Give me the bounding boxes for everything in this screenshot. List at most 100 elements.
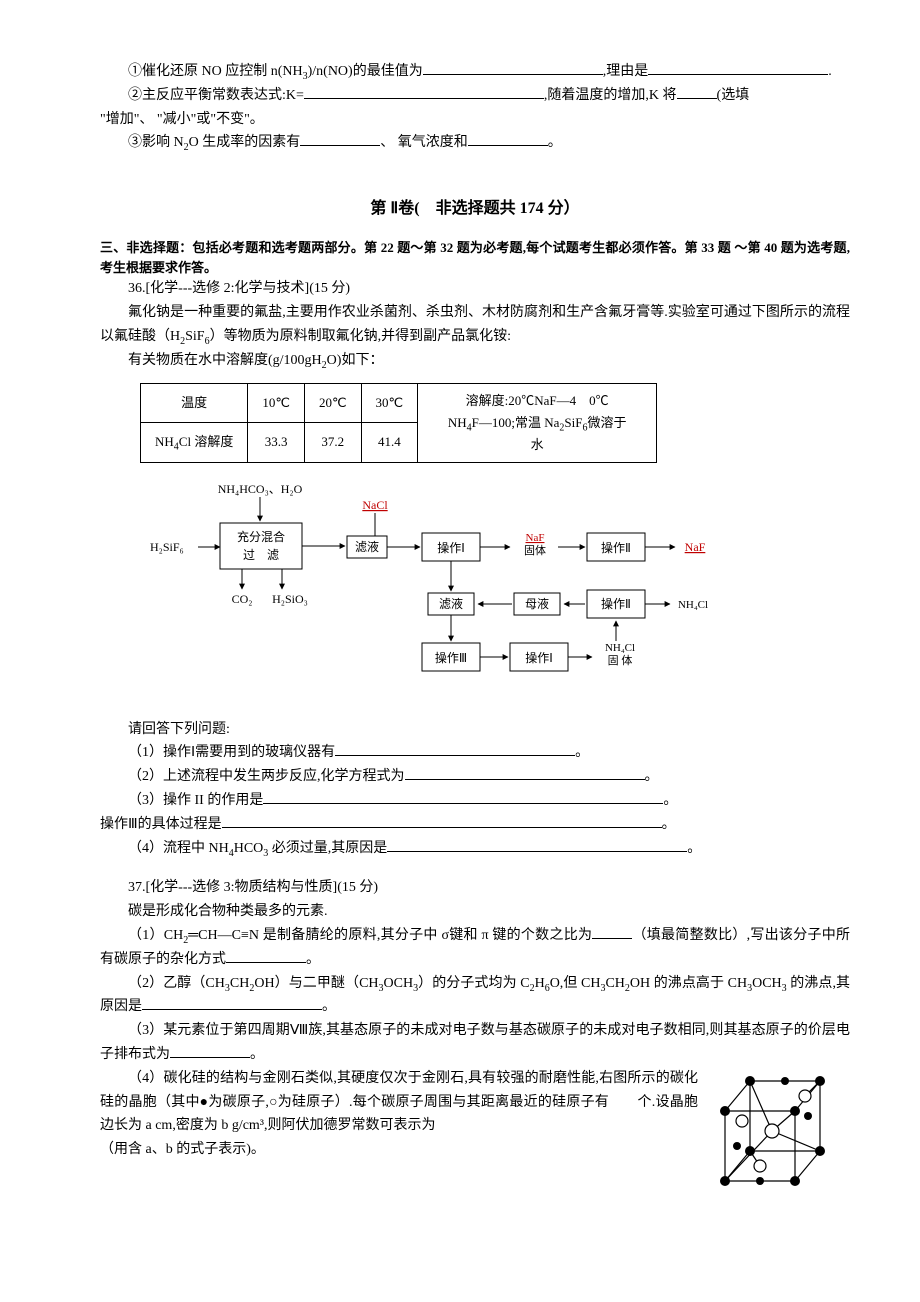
cell: 41.4	[361, 423, 418, 463]
txt: ═CH—C≡N 是制备腈纶的原料,其分子中 σ键和 π 键的个数之比为	[188, 928, 592, 943]
txt: 。	[663, 793, 677, 808]
flow-label: NH₄HCO₃、H₂O	[218, 482, 303, 496]
cell: 20℃	[304, 383, 361, 423]
q36-qa-intro: 请回答下列问题:	[100, 718, 850, 742]
q36-qa1: （1）操作Ⅰ需要用到的玻璃仪器有。	[100, 741, 850, 765]
cell: 33.3	[248, 423, 305, 463]
txt: （用含 a、b 的式子表示)。	[100, 1142, 265, 1157]
flowchart-svg: NH₄HCO₃、H₂O NaCl H₂SiF₆ 充分混合 过 滤 滤液 操作Ⅰ …	[150, 481, 710, 691]
txt: OCH	[384, 976, 414, 991]
q-top-line3: "增加"、 "减小"或"不变"。	[100, 108, 850, 132]
cell: 10℃	[248, 383, 305, 423]
txt: NH	[155, 434, 174, 449]
flow-box-label: 操作Ⅲ	[435, 650, 467, 665]
txt: 操作Ⅲ的具体过程是	[100, 817, 222, 832]
txt: （3）操作 II 的作用是	[128, 793, 263, 808]
txt: 。	[250, 1047, 264, 1062]
q36-p2: 有关物质在水中溶解度(g/100gH2O)如下：	[100, 349, 850, 373]
txt: 溶解度:20℃NaF—4 0℃	[466, 393, 609, 408]
txt: OH 的沸点高于 CH	[630, 976, 747, 991]
flow-label-nacl: NaCl	[362, 498, 388, 512]
txt: ）的分子式均为 C	[418, 976, 529, 991]
txt: 。	[575, 745, 589, 760]
blank	[335, 741, 575, 756]
blank	[263, 789, 663, 804]
q36-qa2: （2）上述流程中发生两步反应,化学方程式为。	[100, 765, 850, 789]
q36-qa3b: 操作Ⅲ的具体过程是 。	[100, 813, 850, 837]
txt: 。	[322, 999, 336, 1014]
flow-box-label: 母液	[525, 596, 549, 611]
txt: 。	[662, 817, 676, 832]
cell-temp-label: 温度	[141, 383, 248, 423]
txt: CH	[230, 976, 249, 991]
txt: F—100;常温 Na	[472, 415, 560, 430]
txt: H	[535, 976, 545, 991]
flow-box-label: 滤液	[439, 596, 463, 611]
q36-qa4: （4）流程中 NH4HCO3 必须过量,其原因是。	[100, 837, 850, 861]
txt: CH	[605, 976, 624, 991]
flow-label: NH₄Cl	[605, 642, 635, 654]
flow-box-label: 过 滤	[243, 548, 279, 562]
txt: 必须过量,其原因是	[268, 841, 387, 856]
q-top-line1: ①催化还原 NO 应控制 n(NH3)/n(NO)的最佳值为,理由是.	[100, 60, 850, 84]
blank	[226, 948, 306, 963]
txt: 有关物质在水中溶解度(g/100gH	[128, 353, 322, 368]
txt: 水	[531, 437, 544, 452]
txt: SiF	[185, 329, 204, 344]
blank	[468, 131, 548, 146]
txt: ①催化还原 NO 应控制 n(NH	[128, 64, 303, 79]
txt: HCO	[234, 841, 264, 856]
txt: ②主反应平衡常数表达式:K=	[128, 88, 304, 103]
txt: )/n(NO)的最佳值为	[308, 64, 423, 79]
blank	[592, 924, 632, 939]
flow-box-label: 操作Ⅰ	[525, 650, 553, 665]
section-2-instr: 三、非选择题：包括必考题和选考题两部分。第 22 题～第 32 题为必考题,每个…	[100, 238, 850, 277]
txt: SiF	[564, 415, 582, 430]
txt: .	[828, 64, 832, 79]
flow-label: H₂SiF₆	[150, 540, 184, 554]
flow-label: CO₂	[232, 592, 253, 606]
blank	[677, 84, 717, 99]
blank	[648, 60, 828, 75]
txt: O,但 CH	[550, 976, 601, 991]
process-flowchart: NH₄HCO₃、H₂O NaCl H₂SiF₆ 充分混合 过 滤 滤液 操作Ⅰ …	[150, 481, 710, 700]
blank	[423, 60, 603, 75]
blank	[170, 1043, 250, 1058]
txt: ③影响 N	[128, 135, 184, 150]
flow-label: 固体	[524, 543, 546, 557]
cell: 30℃	[361, 383, 418, 423]
txt: 。	[548, 135, 562, 150]
txt: （4）碳化硅的结构与金刚石类似,其硬度仅次于金刚石,具有较强的耐磨性能,右图所示…	[100, 1071, 698, 1134]
flow-box-label: 充分混合	[237, 529, 285, 544]
txt: OH）与二甲醚（CH	[254, 976, 378, 991]
flow-box-label: 操作Ⅰ	[437, 540, 465, 555]
txt: ,随着温度的增加,K 将	[544, 88, 677, 103]
txt: (选填	[717, 88, 750, 103]
q37-head: 37.[化学---选修 3:物质结构与性质](15 分)	[100, 876, 850, 900]
table-row: 温度 10℃ 20℃ 30℃ 溶解度:20℃NaF—4 0℃ NH4F—100;…	[141, 383, 657, 423]
flow-label: 固 体	[608, 653, 633, 667]
blank	[142, 995, 322, 1010]
cell-right: 溶解度:20℃NaF—4 0℃ NH4F—100;常温 Na2SiF6微溶于 水	[418, 383, 657, 462]
txt: （2）乙醇（CH	[128, 976, 225, 991]
txt: 、 氧气浓度和	[380, 135, 468, 150]
flow-box-label: 操作Ⅱ	[601, 540, 631, 555]
cell: 37.2	[304, 423, 361, 463]
q37-q2: （2）乙醇（CH3CH2OH）与二甲醚（CH3OCH3）的分子式均为 C2H6O…	[100, 972, 850, 1020]
blank	[304, 84, 544, 99]
section-2-title: 第 Ⅱ卷( 非选择题共 174 分）	[100, 195, 850, 222]
solubility-table: 温度 10℃ 20℃ 30℃ 溶解度:20℃NaF—4 0℃ NH4F—100;…	[140, 383, 657, 463]
q36-head: 36.[化学---选修 2:化学与技术](15 分)	[100, 277, 850, 301]
txt: 。	[687, 841, 701, 856]
q36-qa3: （3）操作 II 的作用是 。	[100, 789, 850, 813]
txt: （2）上述流程中发生两步反应,化学方程式为	[128, 769, 405, 784]
blank	[300, 131, 380, 146]
q-top-line2: ②主反应平衡常数表达式:K= ,随着温度的增加,K 将 (选填	[100, 84, 850, 108]
crystal-diagram	[710, 1071, 840, 1220]
flow-label: NH₄Cl	[678, 599, 708, 611]
txt: ）等物质为原料制取氟化钠,并得到副产品氯化铵:	[210, 329, 511, 344]
blank	[405, 765, 645, 780]
blank	[222, 813, 662, 828]
q37-q3: （3）某元素位于第四周期Ⅷ族,其基态原子的未成对电子数与基态碳原子的未成对电子数…	[100, 1019, 850, 1067]
flow-box-label: 滤液	[355, 539, 379, 554]
